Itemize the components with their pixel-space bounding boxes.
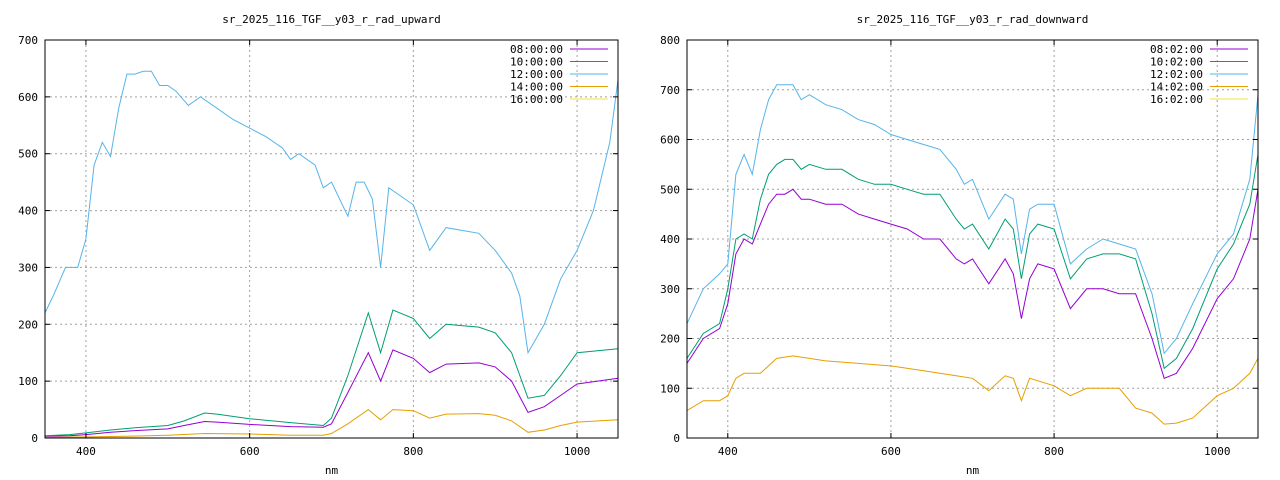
y-tick-label: 100 <box>660 382 680 395</box>
y-tick-label: 200 <box>18 318 38 331</box>
y-tick-label: 0 <box>673 432 680 445</box>
y-tick-label: 0 <box>31 432 38 445</box>
legend-label: 12:02:00 <box>1150 68 1203 81</box>
y-tick-label: 100 <box>18 375 38 388</box>
legend-label: 14:00:00 <box>510 81 563 94</box>
legend-label: 16:02:00 <box>1150 93 1203 106</box>
y-tick-label: 500 <box>18 148 38 161</box>
legend-label: 08:02:00 <box>1150 43 1203 56</box>
y-tick-label: 200 <box>660 333 680 346</box>
legend-label: 08:00:00 <box>510 43 563 56</box>
x-axis-label: nm <box>325 464 339 477</box>
y-tick-label: 700 <box>660 84 680 97</box>
series-line-14:02:00 <box>686 355 1259 425</box>
series-line-12:00:00 <box>44 70 619 355</box>
x-tick-label: 400 <box>76 445 96 458</box>
chart-title: sr_2025_116_TGF__y03_r_rad_upward <box>222 13 441 26</box>
y-tick-label: 400 <box>18 205 38 218</box>
legend-label: 10:00:00 <box>510 56 563 69</box>
legend-label: 16:00:00 <box>510 93 563 106</box>
chart-title: sr_2025_116_TGF__y03_r_rad_downward <box>857 13 1089 26</box>
x-tick-label: 1000 <box>1204 445 1231 458</box>
x-tick-label: 800 <box>403 445 423 458</box>
series-line-10:00:00 <box>44 309 619 437</box>
x-tick-label: 600 <box>240 445 260 458</box>
legend-label: 14:02:00 <box>1150 81 1203 94</box>
series-line-08:00:00 <box>44 349 619 437</box>
y-tick-label: 400 <box>660 233 680 246</box>
legend-label: 10:02:00 <box>1150 56 1203 69</box>
x-tick-label: 1000 <box>564 445 591 458</box>
series-line-12:02:00 <box>686 84 1259 355</box>
y-tick-label: 300 <box>660 283 680 296</box>
y-tick-label: 600 <box>660 134 680 147</box>
x-axis-label: nm <box>966 464 980 477</box>
series-line-10:02:00 <box>686 154 1259 370</box>
x-tick-label: 600 <box>881 445 901 458</box>
y-tick-label: 300 <box>18 261 38 274</box>
series-line-08:02:00 <box>686 188 1259 379</box>
y-tick-label: 600 <box>18 91 38 104</box>
chart-1: sr_2025_116_TGF__y03_r_rad_upward 400 600 8… <box>18 13 619 477</box>
y-tick-label: 500 <box>660 183 680 196</box>
series-line-14:00:00 <box>44 408 619 438</box>
chart-2: sr_2025_116_TGF__y03_r_rad_downward 400 60… <box>660 13 1259 477</box>
legend-label: 12:00:00 <box>510 68 563 81</box>
y-tick-label: 800 <box>660 34 680 47</box>
x-tick-label: 800 <box>1044 445 1064 458</box>
y-tick-label: 700 <box>18 34 38 47</box>
x-tick-label: 400 <box>718 445 738 458</box>
plot-frame <box>44 39 619 439</box>
